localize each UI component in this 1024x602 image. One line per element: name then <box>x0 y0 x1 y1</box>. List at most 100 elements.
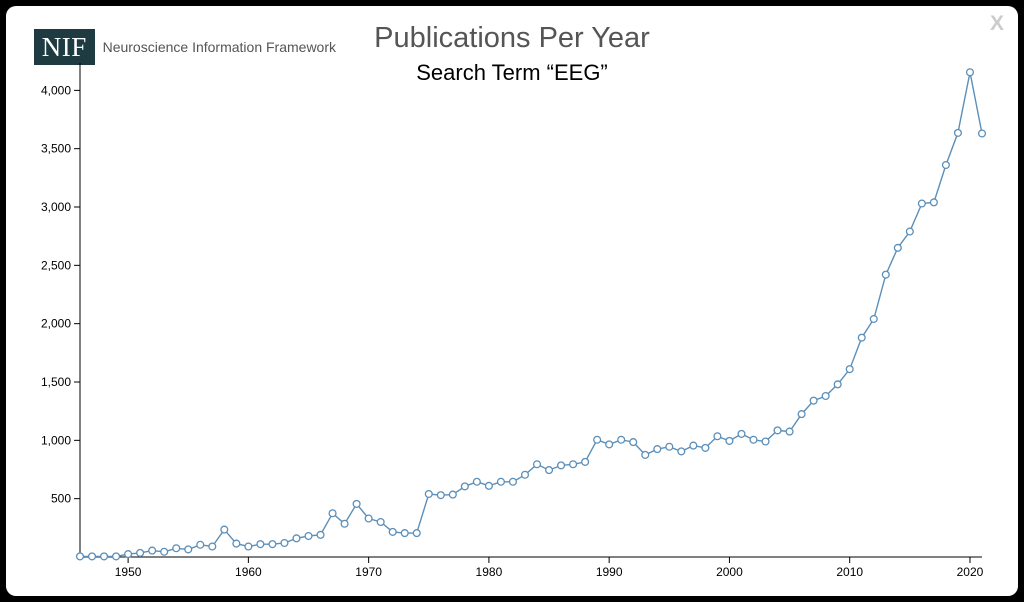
line-chart: 500 1,000 1,500 2,000 2,500 3,000 3,500 4,000 1… <box>41 63 987 579</box>
data-point[interactable] <box>857 333 866 342</box>
data-point[interactable] <box>629 438 638 447</box>
data-point[interactable] <box>605 440 614 449</box>
data-point[interactable] <box>713 432 722 441</box>
data-point[interactable] <box>316 530 325 539</box>
data-point[interactable] <box>244 542 253 551</box>
data-point[interactable] <box>136 548 145 557</box>
data-point[interactable] <box>496 477 505 486</box>
nif-logo[interactable]: NIF Neuroscience Information Framework <box>34 28 336 66</box>
data-point[interactable] <box>881 270 890 279</box>
x-tick-label: 2020 <box>957 565 984 579</box>
data-point[interactable] <box>845 365 854 374</box>
data-point[interactable] <box>653 445 662 454</box>
data-point[interactable] <box>472 477 481 486</box>
x-tick: 2010 <box>836 557 863 579</box>
data-point[interactable] <box>905 227 914 236</box>
x-tick-label: 1950 <box>115 565 142 579</box>
data-point[interactable] <box>641 450 650 459</box>
data-point[interactable] <box>184 545 193 554</box>
data-point[interactable] <box>436 491 445 500</box>
data-point[interactable] <box>593 435 602 444</box>
data-point[interactable] <box>292 534 301 543</box>
data-point[interactable] <box>100 552 109 561</box>
data-point[interactable] <box>268 540 277 549</box>
data-point[interactable] <box>617 435 626 444</box>
data-point[interactable] <box>785 427 794 436</box>
data-point[interactable] <box>352 499 361 508</box>
data-point[interactable] <box>364 514 373 523</box>
chart-title: Publications Per Year <box>374 22 650 54</box>
data-point[interactable] <box>520 470 530 479</box>
data-point[interactable] <box>280 538 289 548</box>
data-points <box>75 68 987 561</box>
data-point[interactable] <box>953 128 962 137</box>
data-point[interactable] <box>232 539 241 548</box>
data-point[interactable] <box>797 410 806 419</box>
data-point[interactable] <box>821 391 830 401</box>
data-point[interactable] <box>725 436 734 445</box>
y-axis: 500 1,000 1,500 2,000 2,500 3,000 3,500 4,000 <box>41 63 81 557</box>
data-point[interactable] <box>532 460 542 469</box>
data-point[interactable] <box>749 435 758 444</box>
data-point[interactable] <box>833 380 842 389</box>
x-tick: 2000 <box>716 557 743 579</box>
data-point[interactable] <box>412 529 421 538</box>
data-point[interactable] <box>87 552 97 561</box>
data-point[interactable] <box>893 243 902 252</box>
y-tick: 4,000 <box>41 83 80 97</box>
data-point[interactable] <box>172 544 181 553</box>
data-point[interactable] <box>773 426 782 435</box>
data-point[interactable] <box>701 443 710 452</box>
data-point[interactable] <box>977 129 987 138</box>
data-point[interactable] <box>124 550 133 559</box>
data-point[interactable] <box>689 441 698 450</box>
data-point[interactable] <box>737 429 746 438</box>
close-button[interactable]: X <box>989 12 1004 35</box>
data-point[interactable] <box>761 437 770 446</box>
x-tick-label: 1980 <box>476 565 503 579</box>
data-point[interactable] <box>400 529 409 538</box>
data-point[interactable] <box>869 314 878 324</box>
chart-panel: NIF Neuroscience Information Framework P… <box>6 6 1018 596</box>
data-point[interactable] <box>208 542 217 551</box>
data-point[interactable] <box>917 199 926 208</box>
data-point[interactable] <box>508 477 518 486</box>
y-tick: 1,000 <box>41 433 80 447</box>
data-point[interactable] <box>340 519 349 528</box>
data-point[interactable] <box>557 461 566 470</box>
data-point[interactable] <box>484 481 493 490</box>
data-point[interactable] <box>569 460 578 469</box>
data-point[interactable] <box>809 396 818 405</box>
y-tick-label: 4,000 <box>41 83 71 97</box>
data-point[interactable] <box>665 442 674 451</box>
y-tick-label: 3,500 <box>41 142 71 156</box>
x-tick: 1960 <box>235 557 262 579</box>
x-tick: 1990 <box>596 557 623 579</box>
data-point[interactable] <box>677 447 686 456</box>
data-point[interactable] <box>544 466 554 475</box>
series-line <box>80 72 983 558</box>
data-point[interactable] <box>448 490 457 499</box>
data-point[interactable] <box>112 552 121 561</box>
y-tick-label: 3,000 <box>41 200 71 214</box>
data-point[interactable] <box>75 552 85 561</box>
data-point[interactable] <box>304 531 313 541</box>
data-point[interactable] <box>965 68 975 77</box>
y-tick: 3,500 <box>41 142 80 156</box>
y-tick: 1,500 <box>41 375 80 389</box>
data-point[interactable] <box>929 198 938 207</box>
data-point[interactable] <box>256 540 265 549</box>
data-point[interactable] <box>148 546 157 555</box>
data-point[interactable] <box>460 482 469 491</box>
data-point[interactable] <box>941 160 950 170</box>
data-point[interactable] <box>376 517 385 527</box>
data-point[interactable] <box>160 547 169 556</box>
data-point[interactable] <box>220 525 229 534</box>
data-point[interactable] <box>424 489 433 499</box>
data-point[interactable] <box>328 509 337 518</box>
x-tick: 1980 <box>476 557 503 579</box>
data-point[interactable] <box>581 457 590 466</box>
x-tick-label: 1990 <box>596 565 623 579</box>
data-point[interactable] <box>388 527 397 536</box>
data-point[interactable] <box>196 540 205 549</box>
